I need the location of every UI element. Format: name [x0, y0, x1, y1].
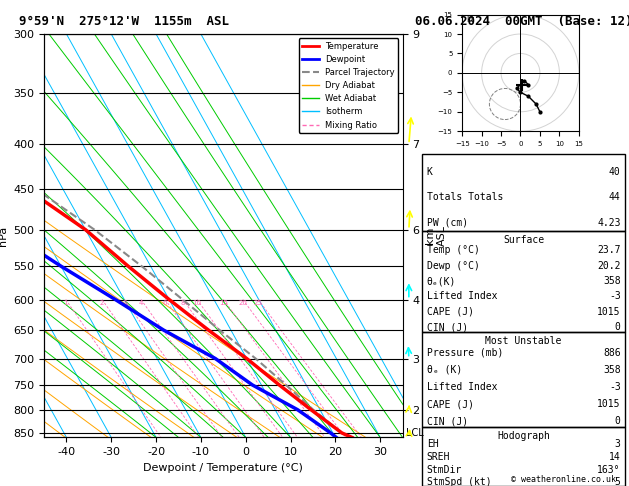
Text: 358: 358 — [603, 276, 621, 286]
Text: CAPE (J): CAPE (J) — [426, 307, 474, 317]
Text: StmSpd (kt): StmSpd (kt) — [426, 477, 491, 486]
Text: Pressure (mb): Pressure (mb) — [426, 348, 503, 358]
Text: 06.06.2024  00GMT  (Base: 12): 06.06.2024 00GMT (Base: 12) — [415, 15, 629, 28]
Text: 25: 25 — [253, 299, 262, 306]
Bar — [423, 427, 625, 486]
Text: EH: EH — [426, 439, 438, 449]
Text: Hodograph: Hodograph — [497, 431, 550, 441]
Text: CIN (J): CIN (J) — [426, 417, 468, 426]
Text: 40: 40 — [609, 167, 621, 176]
Text: 3: 3 — [122, 299, 127, 306]
Legend: Temperature, Dewpoint, Parcel Trajectory, Dry Adiabat, Wet Adiabat, Isotherm, Mi: Temperature, Dewpoint, Parcel Trajectory… — [299, 38, 398, 133]
Text: 1015: 1015 — [597, 399, 621, 409]
Text: Temp (°C): Temp (°C) — [426, 245, 479, 255]
Text: -3: -3 — [609, 382, 621, 392]
Text: 8: 8 — [181, 299, 185, 306]
Text: Surface: Surface — [503, 235, 544, 245]
Text: kt: kt — [466, 16, 474, 24]
Text: StmDir: StmDir — [426, 465, 462, 474]
Text: 20.2: 20.2 — [597, 260, 621, 271]
Text: 5: 5 — [615, 477, 621, 486]
Text: 0: 0 — [615, 417, 621, 426]
Text: Most Unstable: Most Unstable — [486, 336, 562, 346]
Text: 10: 10 — [192, 299, 201, 306]
Bar — [423, 332, 625, 427]
Text: θₑ (K): θₑ (K) — [426, 365, 462, 375]
Text: CIN (J): CIN (J) — [426, 322, 468, 332]
Text: Lifted Index: Lifted Index — [426, 382, 497, 392]
Y-axis label: hPa: hPa — [0, 226, 8, 246]
Text: 9°59'N  275°12'W  1155m  ASL: 9°59'N 275°12'W 1155m ASL — [19, 15, 229, 28]
Text: 23.7: 23.7 — [597, 245, 621, 255]
Text: 358: 358 — [603, 365, 621, 375]
Text: θₑ(K): θₑ(K) — [426, 276, 456, 286]
Text: 163°: 163° — [597, 465, 621, 474]
X-axis label: Dewpoint / Temperature (°C): Dewpoint / Temperature (°C) — [143, 463, 303, 473]
Bar — [423, 154, 625, 230]
Text: Lifted Index: Lifted Index — [426, 292, 497, 301]
Y-axis label: km
ASL: km ASL — [425, 225, 447, 246]
Text: 4: 4 — [139, 299, 143, 306]
Text: 44: 44 — [609, 192, 621, 202]
Text: 3: 3 — [615, 439, 621, 449]
Text: 1: 1 — [64, 299, 68, 306]
Text: Dewp (°C): Dewp (°C) — [426, 260, 479, 271]
Text: 20: 20 — [238, 299, 247, 306]
Text: 4.23: 4.23 — [597, 218, 621, 228]
Text: 14: 14 — [609, 452, 621, 462]
Text: 0: 0 — [615, 322, 621, 332]
Bar — [423, 230, 625, 332]
Text: © weatheronline.co.uk: © weatheronline.co.uk — [511, 474, 616, 484]
Text: 2: 2 — [100, 299, 104, 306]
Text: Totals Totals: Totals Totals — [426, 192, 503, 202]
Text: CAPE (J): CAPE (J) — [426, 399, 474, 409]
Text: -3: -3 — [609, 292, 621, 301]
Text: K: K — [426, 167, 433, 176]
Text: 1015: 1015 — [597, 307, 621, 317]
Text: 15: 15 — [219, 299, 228, 306]
Text: 886: 886 — [603, 348, 621, 358]
Text: SREH: SREH — [426, 452, 450, 462]
Text: PW (cm): PW (cm) — [426, 218, 468, 228]
Text: 6: 6 — [163, 299, 167, 306]
Text: LCL: LCL — [406, 428, 424, 438]
